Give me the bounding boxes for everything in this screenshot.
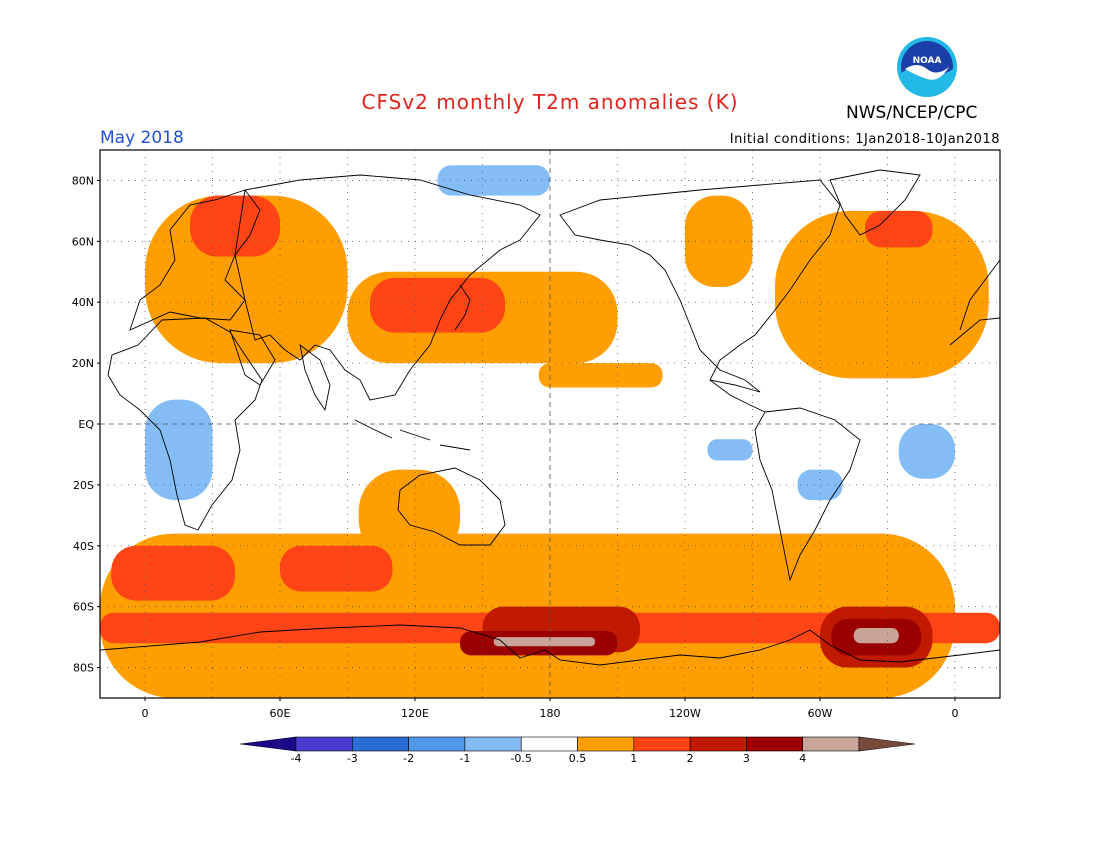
lon-tick-label: 120E [401, 707, 429, 720]
coast-europe-repeat [959, 259, 1000, 331]
lon-tick-label: 120W [669, 707, 701, 720]
lat-tick-label: EQ [78, 418, 94, 431]
noaa-logo [895, 35, 959, 99]
colorbar-swatch [577, 736, 635, 752]
anomaly-region-neg05 [898, 424, 955, 479]
coast-central-america [709, 379, 766, 413]
lat-tick-label: 40N [72, 296, 94, 309]
coast-africa-repeat [949, 317, 1000, 346]
anomaly-region-pos1 [865, 210, 933, 248]
colorbar-label: 4 [799, 752, 806, 765]
lat-tick-label: 40S [73, 540, 94, 553]
lon-tick-label: 0 [142, 707, 149, 720]
anomaly-region-neg05 [145, 399, 213, 501]
initial-conditions: Initial conditions: 1Jan2018-10Jan2018 [729, 132, 1000, 147]
colorbar-swatch [295, 736, 353, 752]
anomaly-region-pos05 [538, 363, 663, 388]
coast-indonesia [354, 419, 471, 451]
lon-tick-label: 180 [540, 707, 561, 720]
coast-antarctica [100, 624, 1000, 666]
coast-europe [129, 189, 261, 331]
organization-label: NWS/NCEP/CPC [846, 103, 978, 123]
colorbar-label: 0.5 [569, 752, 587, 765]
lon-tick-label: 0 [952, 707, 959, 720]
colorbar-label: -4 [291, 752, 302, 765]
coast-japan [454, 284, 471, 331]
coast-south-america [754, 407, 861, 582]
colorbar-swatch [689, 736, 747, 752]
coast-india [299, 343, 331, 412]
coast-arabia [229, 329, 276, 386]
coast-asia [234, 174, 541, 401]
colorbar-swatch [351, 736, 409, 752]
lon-tick-label: 60W [808, 707, 833, 720]
anomaly-region-neg05 [437, 165, 550, 196]
colorbar-swatch [408, 736, 466, 752]
axis-ticks: 80N 60N 40N 20N EQ 20S 40S 60S 80S 0 60E 120E 180 120… [72, 174, 959, 720]
anomaly-fill-layer [100, 165, 1000, 698]
anomaly-region-pos4 [853, 627, 899, 644]
anomaly-region-pos05 [685, 195, 753, 287]
anomaly-region-pos1 [280, 545, 393, 592]
noaa-logo-graphic [897, 37, 957, 97]
colorbar-swatch [520, 736, 578, 752]
colorbar-label: -0.5 [510, 752, 531, 765]
colorbar-swatch [802, 736, 860, 752]
colorbar-label: 3 [743, 752, 750, 765]
noaa-logo-text: NOAA [912, 56, 942, 66]
anomaly-region-neg05 [797, 469, 843, 501]
colorbar-label: 2 [687, 752, 694, 765]
coast-africa [107, 317, 263, 531]
lat-tick-label: 20N [72, 357, 94, 370]
lat-tick-label: 60S [73, 601, 94, 614]
colorbar-label: 1 [630, 752, 637, 765]
colorbar-label: -1 [459, 752, 470, 765]
colorbar-swatch [633, 736, 691, 752]
graticule [100, 150, 1000, 698]
map-title: CFSv2 monthly T2m anomalies (K) [361, 90, 739, 114]
colorbar-arrow-min [239, 736, 297, 752]
anomaly-region-pos1 [111, 545, 235, 601]
coast-australia [397, 467, 506, 546]
anomaly-region-pos1 [370, 277, 505, 333]
lon-tick-label: 60E [270, 707, 291, 720]
anomaly-region-pos05 [775, 210, 989, 379]
lat-tick-label: 80S [73, 662, 94, 675]
coastline-layer [100, 169, 1000, 666]
forecast-period: May 2018 [100, 128, 184, 148]
lat-tick-label: 80N [72, 174, 94, 187]
anomaly-region-pos05 [358, 469, 460, 561]
coast-greenland [829, 169, 921, 236]
colorbar-swatch [746, 736, 804, 752]
colorbar-swatch [464, 736, 522, 752]
lat-tick-label: 60N [72, 235, 94, 248]
colorbar-arrow-max [858, 736, 916, 752]
lat-tick-label: 20S [73, 479, 94, 492]
anomaly-region-neg05 [707, 439, 753, 461]
colorbar-label: -3 [347, 752, 358, 765]
colorbar-label: -2 [403, 752, 414, 765]
coast-north-america [559, 179, 841, 393]
anomaly-region-pos4 [493, 637, 595, 647]
